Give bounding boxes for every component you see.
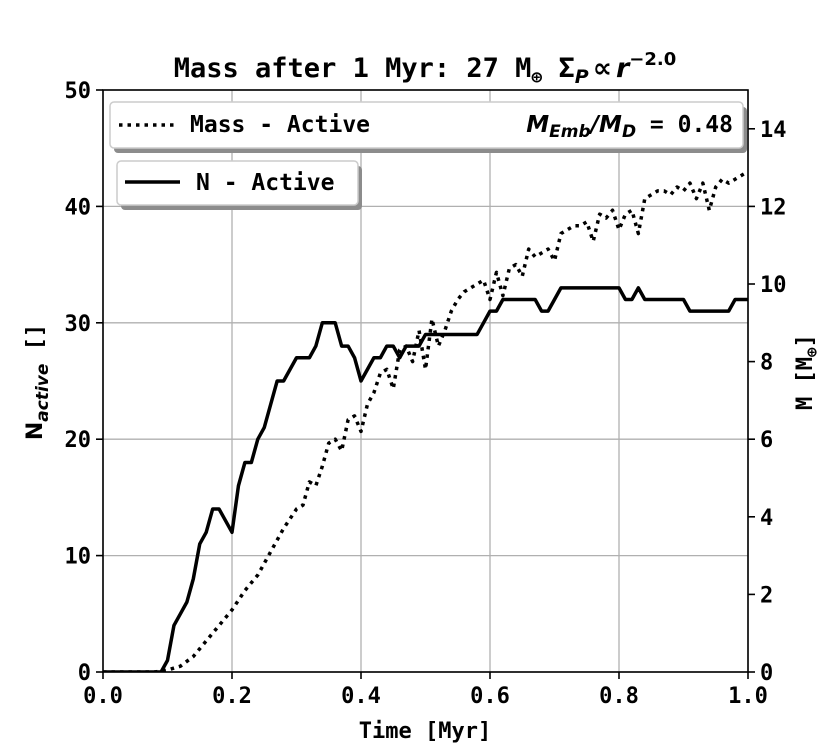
y-right-tick-label-6: 12 <box>760 195 787 220</box>
ratio-sub-a: Emb <box>549 122 591 142</box>
title-proportional: ∝ <box>593 53 612 84</box>
title-prefix-sub: ⊕ <box>531 67 542 88</box>
y-left-tick-label-0: 0 <box>78 661 91 686</box>
title-sigma-sub: P <box>575 66 589 88</box>
y-right-tick-label-2: 4 <box>760 506 773 531</box>
y-left-tick-label-1: 10 <box>65 545 92 570</box>
title-r: r <box>616 53 631 84</box>
x-axis-label: Time [Myr] <box>359 719 491 744</box>
legend-mass-label: Mass - Active <box>190 112 370 138</box>
y-right-close: ] <box>793 334 818 347</box>
legend-mass-ratio: MEmb/MD = 0.48 <box>526 112 733 142</box>
y-left-tick-label-3: 30 <box>65 312 92 337</box>
y-right-sub: ⊕ <box>802 347 821 357</box>
title-prefix: Mass after 1 Myr: 27 M <box>174 53 532 84</box>
y-left-unit: [] <box>23 324 48 364</box>
y-right-tick-label-3: 6 <box>760 428 773 453</box>
legend-mass: Mass - Active MEmb/MD = 0.48 <box>109 101 747 153</box>
x-tick-label-1: 0.2 <box>212 684 252 709</box>
y-left-tick-label-4: 40 <box>65 195 92 220</box>
ratio-value: = 0.48 <box>636 112 733 138</box>
y-left-tick-label-2: 20 <box>65 428 92 453</box>
series-line-mass-active <box>103 169 748 672</box>
y-left-sub: active <box>33 364 53 422</box>
y-left-tick-label-5: 50 <box>65 79 92 104</box>
x-tick-label-5: 1.0 <box>728 684 768 709</box>
legend-mass-box <box>109 101 744 149</box>
series-line-n-active <box>103 286 748 672</box>
y-right-tick-label-1: 2 <box>760 583 773 608</box>
ratio-slash: /M <box>588 112 622 138</box>
y-axis-label-left: Nactive [] <box>23 324 53 440</box>
legend-n-box <box>116 160 359 206</box>
legend-n: N - Active <box>116 160 362 210</box>
y-right-tick-label-5: 10 <box>760 273 787 298</box>
plot-frame <box>102 89 749 673</box>
x-tick-label-2: 0.4 <box>341 684 381 709</box>
ratio-main-a: M <box>526 112 549 138</box>
y-axis-label-right: M [M⊕] <box>793 334 821 410</box>
y-right-main: M [M <box>793 357 818 410</box>
y-right-tick-label-7: 14 <box>760 118 787 143</box>
y-right-tick-label-0: 0 <box>760 661 773 686</box>
title-exponent: −2.0 <box>629 49 676 70</box>
series-group <box>103 169 748 672</box>
y-right-tick-label-4: 8 <box>760 351 773 376</box>
chart-title: Mass after 1 Myr: 27 M⊕ ΣP ∝ r−2.0 <box>174 49 676 88</box>
x-tick-label-4: 0.8 <box>599 684 639 709</box>
title-sigma: Σ <box>559 53 575 84</box>
y-left-main: N <box>23 422 48 440</box>
x-tick-label-0: 0.0 <box>83 684 123 709</box>
ratio-sub-b: D <box>622 122 636 142</box>
legend-n-label: N - Active <box>196 170 334 196</box>
x-tick-label-3: 0.6 <box>470 684 510 709</box>
